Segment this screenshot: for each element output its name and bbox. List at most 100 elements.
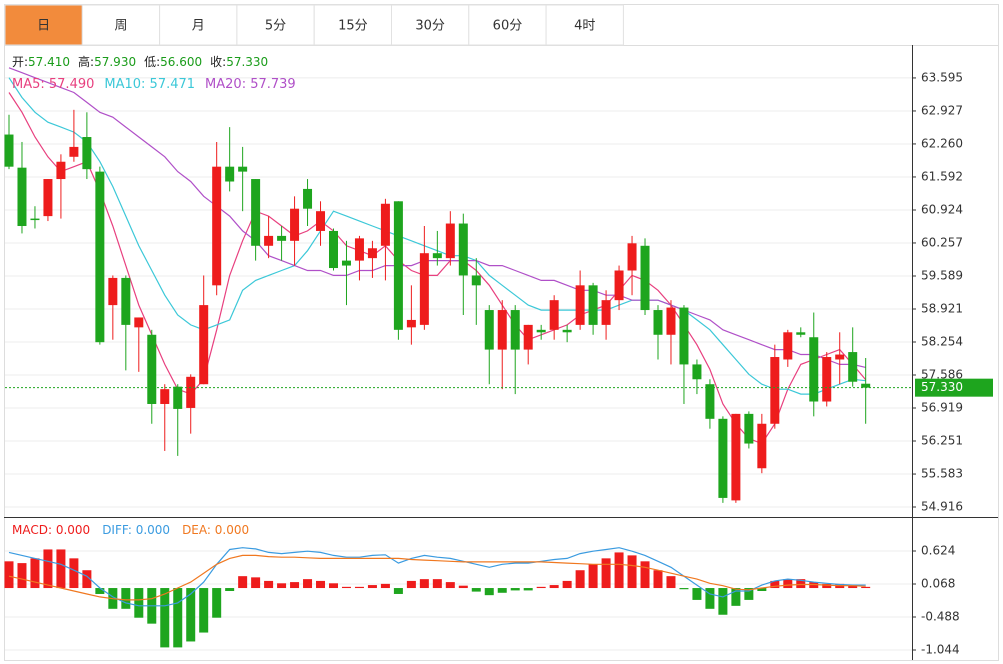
info-value: 56.600 xyxy=(160,55,202,69)
tab[interactable] xyxy=(4,4,83,46)
candle-body xyxy=(471,275,481,286)
tab-label[interactable]: 月 xyxy=(192,19,205,34)
candle-body xyxy=(627,243,637,271)
macd-bar xyxy=(510,588,520,591)
tab-label[interactable]: 30分 xyxy=(415,19,445,34)
macd-bar xyxy=(238,576,248,589)
legend-entry: MA10: 57.471 xyxy=(104,77,195,92)
tab[interactable] xyxy=(313,4,393,46)
candle-body xyxy=(861,383,871,388)
y-tick-label: 56.919 xyxy=(921,400,963,414)
candle-body xyxy=(82,137,92,170)
macd-bar xyxy=(160,588,170,648)
y-tick-label: -0.488 xyxy=(921,610,960,624)
tab[interactable] xyxy=(81,4,161,46)
macd-bar xyxy=(523,588,533,591)
candle-body xyxy=(95,171,105,343)
y-tick-label: 59.589 xyxy=(921,268,963,282)
macd-line xyxy=(8,547,866,607)
tab[interactable] xyxy=(468,4,547,46)
candle-body xyxy=(264,235,274,246)
y-tick-label: 62.260 xyxy=(921,136,963,150)
macd-bar xyxy=(731,588,741,606)
candle-body xyxy=(783,332,793,360)
candle-body xyxy=(692,364,702,380)
y-tick-label: 54.916 xyxy=(921,500,963,514)
legend: MA5: 57.490 MA10: 57.471 MA20: 57.739 xyxy=(12,77,296,92)
candle-body xyxy=(575,285,585,325)
candle-body xyxy=(679,307,689,365)
candle-body xyxy=(497,310,507,350)
macd-bar xyxy=(329,583,338,589)
legend-entry: MA5: 57.490 xyxy=(12,77,94,92)
candle-body xyxy=(653,310,663,335)
macd-bar xyxy=(497,588,507,593)
candle-body xyxy=(718,418,728,498)
macd-bar xyxy=(354,586,364,589)
macd-bar xyxy=(796,579,806,589)
macd-bar xyxy=(822,583,832,589)
macd-bar xyxy=(679,588,689,590)
macd-bar xyxy=(303,579,313,589)
macd-bar xyxy=(134,588,144,618)
tab-label[interactable]: 60分 xyxy=(493,19,523,34)
tab[interactable] xyxy=(236,4,315,46)
macd-bar xyxy=(848,585,858,589)
candle-body xyxy=(666,307,676,335)
candle-body xyxy=(757,423,767,469)
tab-label[interactable]: 周 xyxy=(114,19,127,34)
macd-bar xyxy=(744,588,754,600)
legend: MACD: 0.000 DIFF: 0.000 DEA: 0.000 xyxy=(12,523,249,537)
candle-body xyxy=(614,270,624,301)
macd-bar xyxy=(290,582,300,589)
candle-body xyxy=(588,285,598,325)
legend-entry: DEA: 0.000 xyxy=(182,523,249,537)
y-tick-label: 58.254 xyxy=(921,334,963,348)
macd-bar xyxy=(445,582,455,589)
macd-bar xyxy=(627,555,637,589)
candle-body xyxy=(30,218,40,221)
candle-body xyxy=(69,146,79,157)
macd-bar xyxy=(458,585,468,589)
candle-body xyxy=(212,166,222,286)
tab-label[interactable]: 5分 xyxy=(265,19,286,34)
macd-bar xyxy=(653,570,663,589)
candle-body xyxy=(290,208,300,241)
macd-bar xyxy=(341,586,351,589)
y-tick-label: 60.924 xyxy=(921,202,963,216)
candle-body xyxy=(393,201,403,330)
y-tick-label: 60.257 xyxy=(921,235,963,249)
tab-label[interactable]: 日 xyxy=(37,19,50,34)
candle-body xyxy=(160,389,170,404)
candle-body xyxy=(354,238,364,261)
candle-body xyxy=(536,329,546,333)
macd-bar xyxy=(212,588,222,618)
y-tick-label: 58.921 xyxy=(921,302,963,316)
macd-bar xyxy=(861,586,871,589)
macd-bar xyxy=(69,558,79,589)
tab-label[interactable]: 4时 xyxy=(574,19,595,34)
candle-body xyxy=(108,277,118,306)
ohlc-info: 开:57.410 高:57.930 低:56.600 收:57.330 xyxy=(12,54,268,69)
candle-body xyxy=(406,319,416,328)
candle-body xyxy=(341,260,351,266)
candle-body xyxy=(601,300,611,325)
macd-bar xyxy=(705,588,715,609)
tab-label[interactable]: 15分 xyxy=(338,19,368,34)
macd-bar xyxy=(56,549,66,589)
macd-bar xyxy=(121,588,131,609)
macd-bar xyxy=(575,570,585,589)
macd-bar xyxy=(17,563,27,589)
legend-entry: MACD: 0.000 xyxy=(12,523,90,537)
last-price-label: 57.330 xyxy=(921,380,963,394)
candle-body xyxy=(316,211,326,231)
tab[interactable] xyxy=(545,4,624,46)
info-value: 57.930 xyxy=(94,55,136,69)
candle-body xyxy=(523,324,533,350)
candle-body xyxy=(134,317,144,328)
tab[interactable] xyxy=(159,4,238,46)
macd-bar xyxy=(692,588,702,600)
macd-bar xyxy=(549,585,559,589)
macd-bar xyxy=(614,552,624,589)
